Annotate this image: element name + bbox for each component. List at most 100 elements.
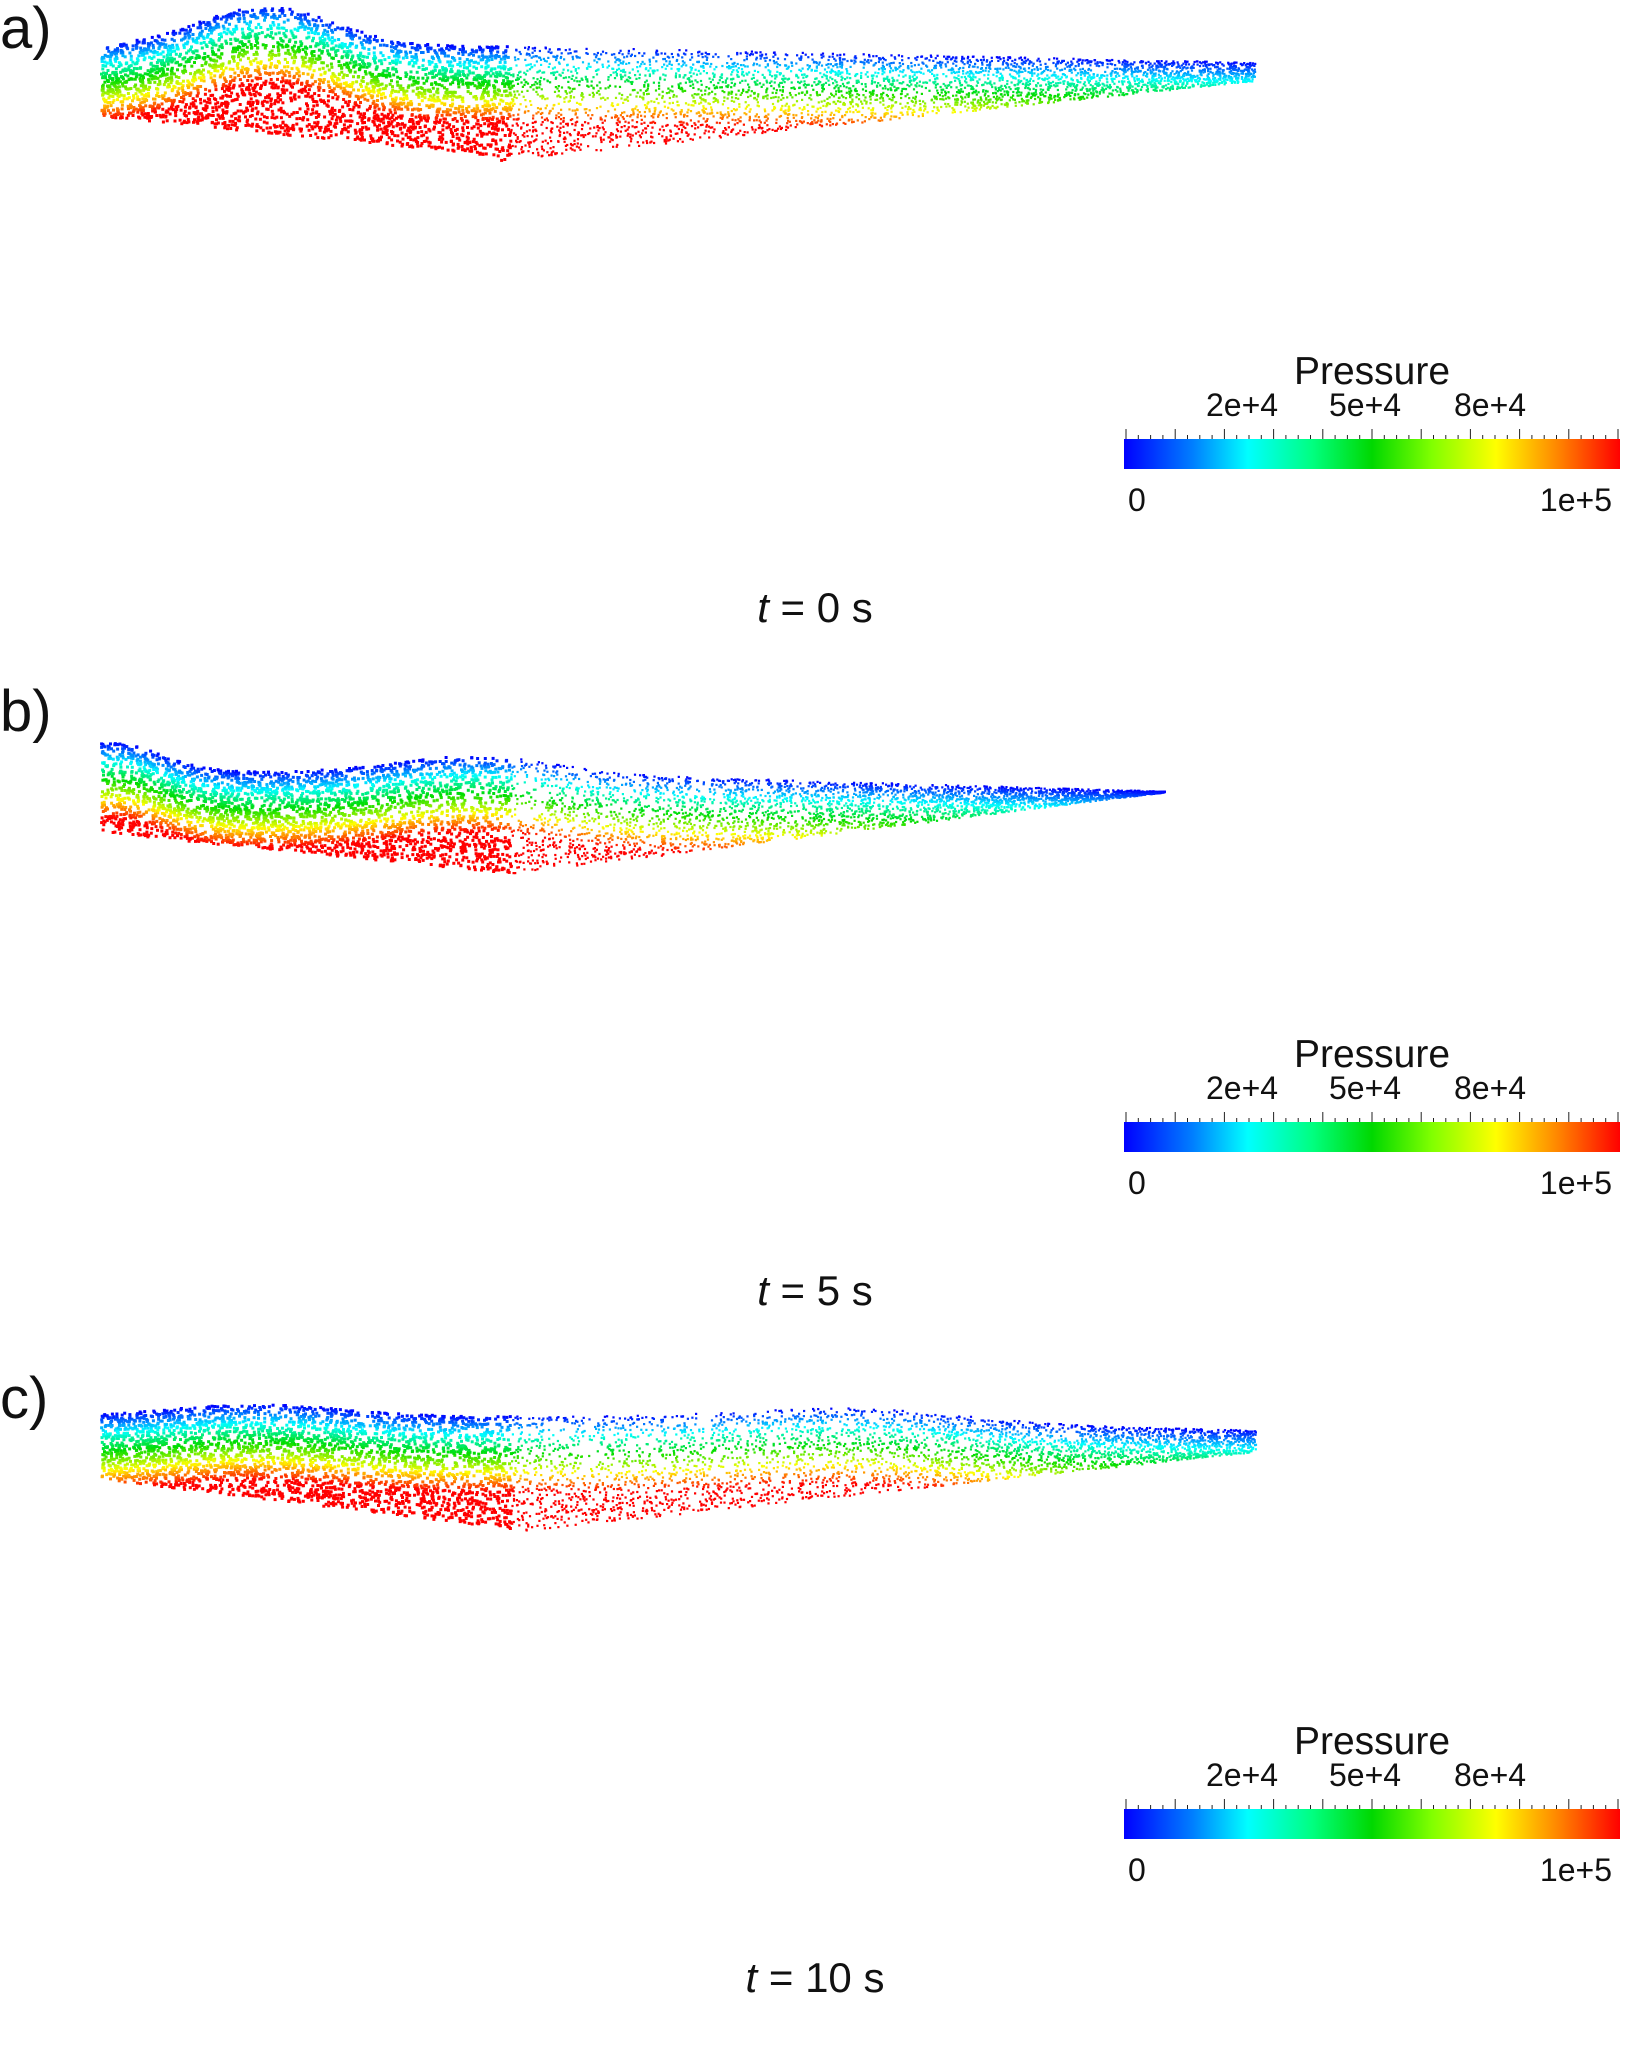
fluid-particle <box>548 66 550 68</box>
fluid-particle <box>972 79 974 81</box>
fluid-particle <box>696 112 698 114</box>
fluid-particle <box>1188 87 1190 89</box>
fluid-particle <box>1036 60 1038 62</box>
fluid-particle <box>1248 70 1250 72</box>
fluid-particle <box>524 47 526 49</box>
fluid-particle <box>994 86 996 88</box>
fluid-particle <box>1084 59 1086 61</box>
fluid-particle <box>566 144 568 146</box>
fluid-particle <box>314 133 317 136</box>
fluid-particle <box>416 145 419 148</box>
fluid-particle <box>576 146 578 148</box>
fluid-particle <box>1132 86 1134 88</box>
fluid-particle <box>539 57 541 59</box>
fluid-particle <box>429 95 432 98</box>
fluid-particle <box>561 52 563 54</box>
fluid-particle <box>1208 73 1210 75</box>
fluid-particle <box>377 74 380 77</box>
fluid-particle <box>263 19 266 22</box>
fluid-particle <box>484 147 487 150</box>
fluid-particle <box>545 107 547 109</box>
fluid-particle <box>394 68 397 71</box>
fluid-particle <box>196 89 199 92</box>
fluid-particle <box>444 91 447 94</box>
fluid-particle <box>407 84 410 87</box>
fluid-particle <box>940 106 942 108</box>
fluid-particle <box>914 64 916 66</box>
fluid-particle <box>552 146 554 148</box>
fluid-particle <box>940 86 942 88</box>
fluid-particle <box>845 97 847 99</box>
fluid-particle <box>750 108 752 110</box>
fluid-particle <box>1026 84 1028 86</box>
fluid-particle <box>921 62 923 64</box>
fluid-particle <box>662 74 664 76</box>
fluid-particle <box>536 148 538 150</box>
fluid-particle <box>343 50 346 53</box>
fluid-particle <box>452 135 455 138</box>
fluid-particle <box>911 112 913 114</box>
fluid-particle <box>131 99 134 102</box>
fluid-particle <box>1021 59 1023 61</box>
fluid-particle <box>738 76 740 78</box>
fluid-particle <box>803 108 805 110</box>
fluid-particle <box>851 99 853 101</box>
fluid-particle <box>107 69 110 72</box>
fluid-particle <box>1239 70 1241 72</box>
fluid-particle <box>135 92 138 95</box>
fluid-particle <box>627 129 629 131</box>
fluid-particle <box>668 92 670 94</box>
fluid-particle <box>528 46 530 48</box>
fluid-particle <box>1062 73 1064 75</box>
fluid-particle <box>1122 61 1124 63</box>
fluid-particle <box>1106 78 1108 80</box>
fluid-particle <box>936 62 938 64</box>
fluid-particle <box>659 129 661 131</box>
fluid-particle <box>857 119 859 121</box>
fluid-particle <box>337 95 340 98</box>
fluid-particle <box>1005 67 1007 69</box>
fluid-particle <box>502 149 505 152</box>
fluid-particle <box>735 65 737 67</box>
fluid-particle <box>457 85 460 88</box>
fluid-particle <box>137 54 140 57</box>
fluid-particle <box>790 87 792 89</box>
fluid-particle <box>426 137 429 140</box>
fluid-particle <box>132 97 135 100</box>
fluid-particle <box>849 87 851 89</box>
fluid-particle <box>499 99 502 102</box>
fluid-particle <box>272 45 275 48</box>
fluid-particle <box>991 60 993 62</box>
fluid-particle <box>666 113 668 115</box>
fluid-particle <box>727 122 729 124</box>
fluid-particle <box>166 119 169 122</box>
fluid-particle <box>864 120 866 122</box>
fluid-particle <box>918 64 920 66</box>
fluid-particle <box>134 78 137 81</box>
fluid-particle <box>506 149 509 152</box>
fluid-particle <box>536 135 538 137</box>
fluid-particle <box>548 112 550 114</box>
fluid-particle <box>259 118 262 121</box>
fluid-particle <box>663 129 665 131</box>
fluid-particle <box>590 117 592 119</box>
fluid-particle <box>349 124 352 127</box>
fluid-particle <box>1159 89 1161 91</box>
fluid-particle <box>768 128 770 130</box>
fluid-particle <box>602 51 604 53</box>
fluid-particle <box>574 124 576 126</box>
fluid-particle <box>567 69 569 71</box>
fluid-particle <box>994 68 996 70</box>
fluid-particle <box>537 154 539 156</box>
fluid-particle <box>508 103 511 106</box>
fluid-particle <box>396 134 399 137</box>
fluid-particle <box>600 137 602 139</box>
fluid-particle <box>1024 87 1026 89</box>
fluid-particle <box>950 81 952 83</box>
fluid-particle <box>542 141 544 143</box>
fluid-particle <box>180 109 183 112</box>
fluid-particle <box>555 59 557 61</box>
fluid-particle <box>818 64 820 66</box>
fluid-particle <box>618 64 620 66</box>
fluid-particle <box>637 114 639 116</box>
